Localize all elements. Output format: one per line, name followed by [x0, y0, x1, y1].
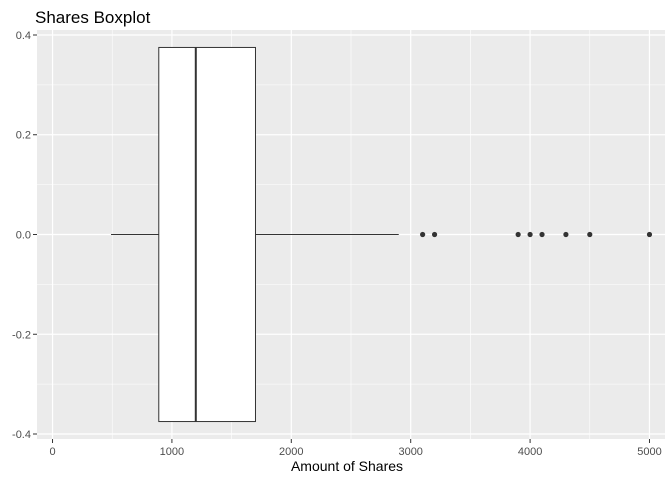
outlier-point	[646, 231, 653, 238]
outlier-point	[431, 231, 438, 238]
outlier-point	[420, 231, 426, 238]
outlier-point	[587, 231, 593, 238]
x-tick-label: 0	[49, 446, 55, 458]
chart-title: Shares Boxplot	[35, 8, 151, 27]
x-tick-label: 4000	[518, 446, 542, 458]
outlier-point	[527, 231, 533, 238]
x-tick-label: 2000	[279, 446, 303, 458]
outlier-point	[563, 231, 569, 238]
y-tick-label: 0.4	[16, 30, 31, 42]
x-tick-label: 1000	[160, 446, 184, 458]
y-tick-label: 0.0	[16, 230, 31, 242]
y-tick-label: 0.2	[16, 130, 31, 142]
interquartile-box	[158, 46, 256, 423]
x-tick-label: 5000	[637, 446, 661, 458]
x-axis: 0 1000 2000 3000 4000 5000	[49, 439, 662, 458]
x-tick-label: 3000	[398, 446, 422, 458]
y-tick-label: -0.2	[12, 329, 31, 341]
y-axis: 0.4 0.2 0.0 -0.2 -0.4	[12, 30, 37, 441]
outlier-point	[539, 231, 545, 238]
outlier-point	[515, 231, 521, 238]
x-axis-title: Amount of Shares	[291, 458, 403, 474]
chart-marks	[111, 46, 653, 423]
y-tick-label: -0.4	[12, 429, 31, 441]
